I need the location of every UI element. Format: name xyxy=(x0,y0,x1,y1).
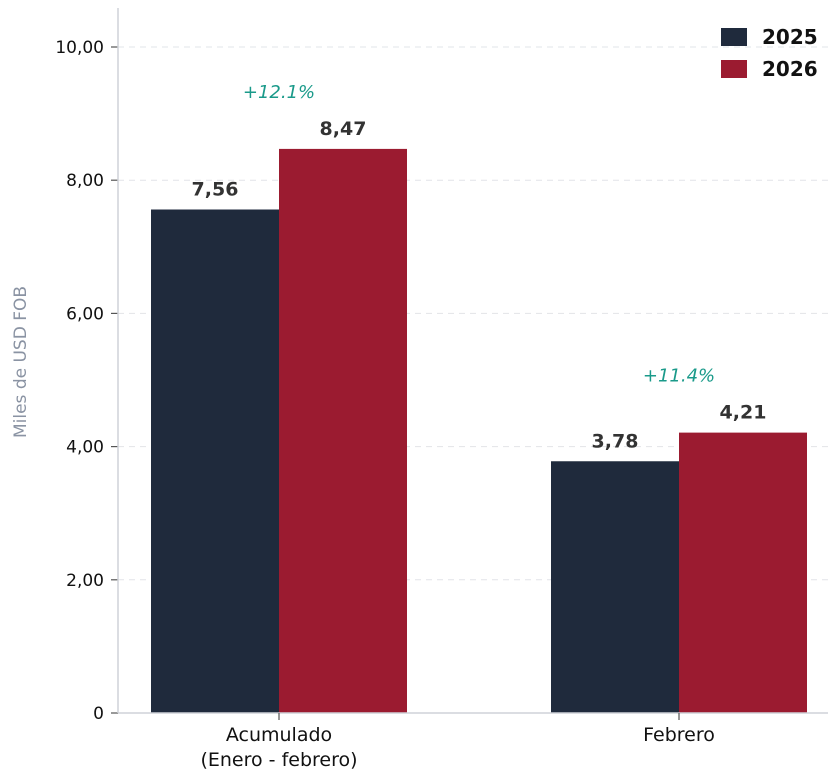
y-tick-label: 6,00 xyxy=(66,304,104,324)
labels: 7,56 8,47+12.1% 3,78 4,21+11.4% xyxy=(192,82,767,452)
y-tick-label: 2,00 xyxy=(66,571,104,591)
legend-label-2026: 2026 xyxy=(762,57,818,81)
value-label: 4,21 xyxy=(720,402,767,424)
legend: 2025 2026 xyxy=(721,25,818,81)
bars xyxy=(151,148,807,713)
bar-2025-febrero xyxy=(551,461,679,713)
y-tick-label: 4,00 xyxy=(66,438,104,458)
x-category-label: Acumulado (Enero - febrero) xyxy=(200,724,357,771)
growth-annotation: +12.1% xyxy=(243,82,315,103)
y-tick-label: 8,00 xyxy=(66,171,104,191)
x-category-label-line: Acumulado xyxy=(226,724,332,746)
legend-label-2025: 2025 xyxy=(762,25,818,49)
bar-2026-febrero xyxy=(679,432,807,713)
x-category-label-line: Febrero xyxy=(643,724,715,746)
x-category-label-line: (Enero - febrero) xyxy=(200,749,357,771)
legend-swatch-2026 xyxy=(721,60,747,78)
x-category-label: Febrero xyxy=(643,724,715,746)
bar-2026-acumulado xyxy=(279,148,407,713)
value-label: 8,47 xyxy=(320,118,367,140)
y-axis-label: Miles de USD FOB xyxy=(11,286,31,438)
growth-annotation: +11.4% xyxy=(643,366,715,387)
bar-2025-acumulado xyxy=(151,209,279,713)
y-tick-label: 0 xyxy=(93,704,104,724)
gridlines xyxy=(118,46,828,581)
y-tick-label: 10,00 xyxy=(55,38,104,58)
value-label: 7,56 xyxy=(192,179,239,201)
axes: 0 2,00 4,00 6,00 8,00 10,00 Miles de USD FOB Ac… xyxy=(11,8,828,771)
value-label: 3,78 xyxy=(592,430,639,452)
legend-swatch-2025 xyxy=(721,28,747,46)
